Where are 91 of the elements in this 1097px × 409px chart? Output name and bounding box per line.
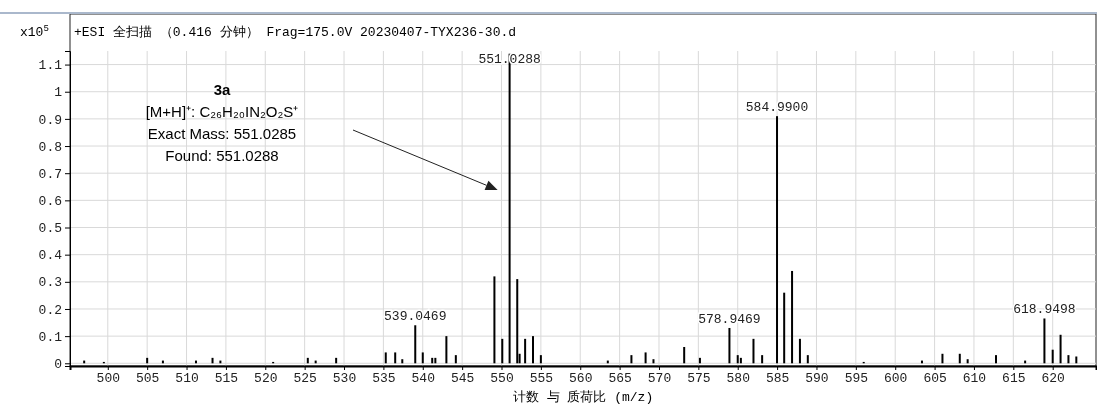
x-tick-label: 590 <box>805 371 829 387</box>
x-tick-label: 520 <box>254 371 278 387</box>
bar <box>683 346 686 364</box>
x-tick-label: 595 <box>844 371 869 387</box>
annotation: 539.0469 <box>384 309 447 325</box>
x-tick-label: 535 <box>372 371 396 387</box>
bar <box>335 357 338 364</box>
x-tick-label: 540 <box>411 371 435 387</box>
bar <box>1043 318 1046 364</box>
x-tick-label: 550 <box>490 371 514 387</box>
bar <box>401 359 404 364</box>
x-tick-label: 500 <box>96 371 120 387</box>
y-tick-label: 0.2 <box>38 302 62 318</box>
y-tick-label: 1.1 <box>38 58 63 74</box>
bar <box>146 357 149 364</box>
bar <box>806 355 809 364</box>
annotation: 578.9469 <box>698 311 761 327</box>
bar <box>995 355 997 364</box>
bar <box>1067 355 1070 364</box>
bar <box>630 355 633 364</box>
x-tick-label: 560 <box>569 371 593 387</box>
bar <box>421 352 424 364</box>
bar <box>306 357 309 364</box>
bar <box>1059 334 1062 364</box>
x-tick-label: 545 <box>450 371 475 387</box>
x-axis-title: 计数 与 质荷比 (m/z) <box>512 390 654 405</box>
bar <box>966 359 969 364</box>
bar <box>434 357 437 364</box>
bar <box>1051 349 1054 364</box>
bar <box>752 338 755 364</box>
y-tick-label: 0.1 <box>38 329 63 345</box>
bar <box>958 353 961 364</box>
x-tick-label: 510 <box>175 371 199 387</box>
annotation: Found: 551.0288 <box>165 147 279 164</box>
y-tick-label: 0.8 <box>38 139 62 155</box>
bar <box>698 357 701 364</box>
bar <box>384 352 387 364</box>
y-tick-label: 0.6 <box>38 194 62 210</box>
x-tick-label: 570 <box>647 371 672 387</box>
x-tick-label: 530 <box>332 371 357 387</box>
chart-title: +ESI 全扫描 （0.416 分钟） Frag=175.0V 20230407-TYX236-30.d <box>74 25 517 40</box>
y-tick-label: 1 <box>54 85 63 101</box>
annotation: [M+H]⁺: C₂₆H₂₀IN₂O₂S⁺ <box>145 103 299 120</box>
bar <box>501 338 504 364</box>
bar <box>644 352 647 364</box>
bar <box>1075 356 1078 364</box>
x-tick-label: 555 <box>529 371 554 387</box>
x-tick-label: 605 <box>923 371 947 387</box>
x-tick-label: 600 <box>884 371 908 387</box>
bar <box>524 338 527 364</box>
bar <box>798 338 801 364</box>
annotation: 3a <box>213 81 231 98</box>
bar <box>532 336 534 364</box>
bar <box>791 270 794 364</box>
y-tick-label: 0 <box>54 356 62 372</box>
bar <box>431 357 434 364</box>
bar <box>728 327 731 364</box>
x-tick-label: 515 <box>214 371 239 387</box>
bar <box>211 357 214 364</box>
bar <box>394 352 397 364</box>
bar <box>736 355 739 364</box>
x-tick-label: 615 <box>1002 371 1026 387</box>
bar <box>941 353 944 364</box>
y-tick-label: 0.4 <box>38 248 63 264</box>
y-tick-label: 0.3 <box>38 275 62 291</box>
x-tick-label: 610 <box>962 371 987 387</box>
bar <box>414 325 417 364</box>
x-tick-label: 585 <box>765 371 790 387</box>
bar <box>776 116 779 364</box>
bar <box>493 276 496 364</box>
annotation: 584.9900 <box>745 100 809 116</box>
bar <box>454 355 457 364</box>
bar <box>539 355 542 364</box>
bar <box>652 359 655 364</box>
x-tick-label: 580 <box>726 371 750 387</box>
bar <box>761 355 764 364</box>
x-tick-label: 620 <box>1041 371 1065 387</box>
bar <box>739 357 742 364</box>
y-tick-label: 0.7 <box>38 166 62 182</box>
y-axis-title: x10$^{5}$ <box>20 22 49 40</box>
y-tick-label: 0.9 <box>38 112 62 128</box>
x-tick-label: 525 <box>293 371 317 387</box>
annotation: 618.9498 <box>1013 302 1076 318</box>
bar <box>445 336 448 364</box>
y-tick-label: 0.5 <box>38 221 62 237</box>
annotation: Exact Mass: 551.0285 <box>147 125 297 142</box>
bar <box>516 279 519 364</box>
x-tick-label: 565 <box>608 371 632 387</box>
x-tick-label: 505 <box>135 371 160 387</box>
bar <box>783 292 786 364</box>
x-tick-label: 575 <box>687 371 711 387</box>
